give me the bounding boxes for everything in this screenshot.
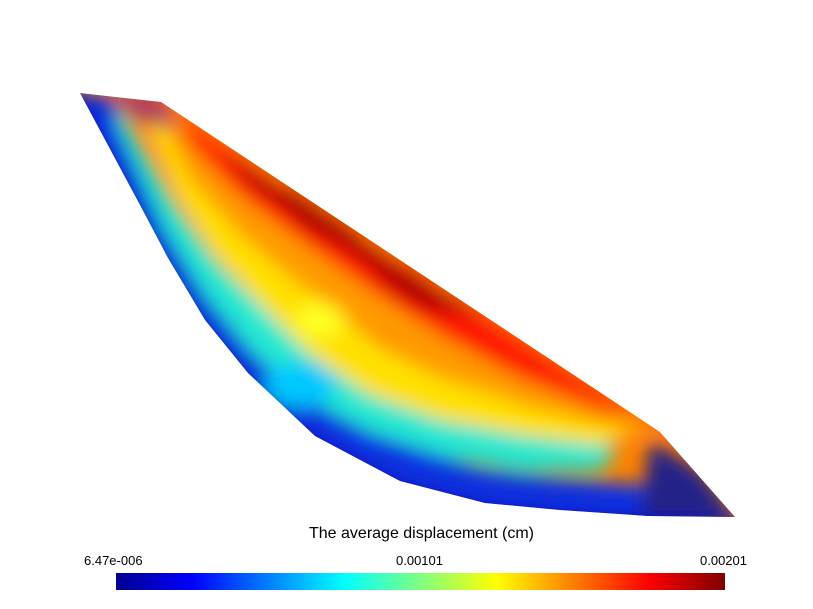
colorbar-max-label: 0.00201 bbox=[700, 553, 747, 568]
colorbar-min-label: 6.47e-006 bbox=[84, 553, 143, 568]
colorbar bbox=[116, 573, 725, 590]
colorbar-gradient bbox=[116, 573, 725, 590]
colorbar-mid-label: 0.00101 bbox=[396, 553, 443, 568]
displacement-field bbox=[80, 93, 735, 517]
colorbar-title: The average displacement (cm) bbox=[309, 525, 534, 542]
